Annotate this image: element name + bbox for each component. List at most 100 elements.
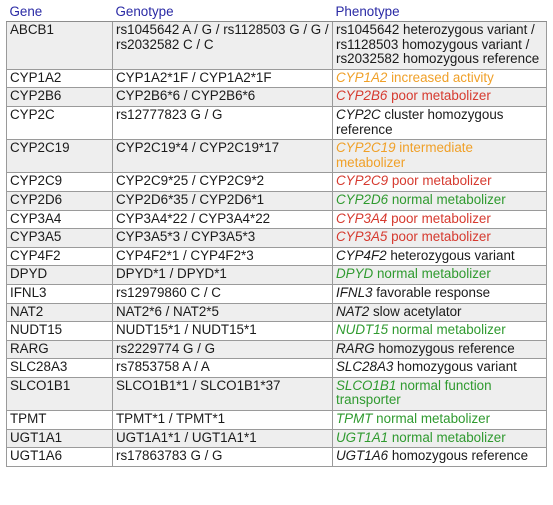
table-row: SLCO1B1 SLCO1B1*1 / SLCO1B1*37 SLCO1B1 nor… (6, 376, 547, 412)
phenotype-text: poor metabolizer (387, 210, 491, 226)
gene-cell: NUDT15 (6, 321, 113, 341)
phenotype-gene-name: SLCO1B1 (336, 377, 397, 393)
gene-cell: CYP4F2 (6, 246, 113, 267)
phenotype-gene-name: TPMT (336, 411, 373, 427)
phenotype-cell: CYP2C cluster homozygous reference (332, 105, 547, 141)
gene-cell: CYP2C9 (6, 172, 113, 192)
phenotype-cell: CYP3A5 poor metabolizer (332, 228, 547, 248)
phenotype-gene-name: CYP2C (336, 106, 381, 122)
phenotype-cell: SLCO1B1 normal function transporter (332, 376, 547, 412)
header-phenotype: Phenotype (332, 4, 547, 22)
header-genotype: Genotype (112, 4, 333, 22)
genotype-cell: CYP3A5*3 / CYP3A5*3 (112, 228, 333, 248)
gene-cell: UGT1A1 (6, 428, 113, 449)
phenotype-text: poor metabolizer (388, 173, 492, 189)
phenotype-gene-name: CYP2B6 (336, 88, 388, 104)
table-body: ABCB1 rs1045642 A / G / rs1128503 G / G /… (6, 21, 547, 467)
table-row: CYP1A2 CYP1A2*1F / CYP1A2*1F CYP1A2 increa… (6, 68, 547, 89)
genotype-cell: rs12777823 G / G (112, 105, 333, 141)
phenotype-gene-name: CYP4F2 (336, 247, 387, 263)
table-row: CYP4F2 CYP4F2*1 / CYP4F2*3 CYP4F2 heterozy… (6, 246, 547, 267)
gene-cell: TPMT (6, 410, 113, 430)
genotype-cell: rs1045642 A / G / rs1128503 G / G / rs20… (112, 21, 333, 70)
gene-cell: DPYD (6, 265, 113, 285)
phenotype-text: poor metabolizer (387, 88, 491, 104)
pharmacogenomics-table: Gene Genotype Phenotype ABCB1 rs1045642 A… (6, 4, 547, 467)
phenotype-text: normal metabolizer (372, 411, 491, 427)
gene-cell: RARG (6, 339, 113, 360)
genotype-cell: rs7853758 A / A (112, 358, 333, 378)
phenotype-text: intermediate metabolizer (336, 140, 477, 170)
phenotype-cell: TPMT normal metabolizer (332, 410, 547, 430)
genotype-cell: NAT2*6 / NAT2*5 (112, 302, 333, 323)
phenotype-cell: CYP2C19 intermediate metabolizer (332, 139, 547, 174)
phenotype-text: normal metabolizer (388, 322, 506, 338)
phenotype-text: normal metabolizer (388, 191, 506, 207)
table-row: CYP2B6 CYP2B6*6 / CYP2B6*6 CYP2B6 poor met… (6, 87, 547, 107)
phenotype-cell: CYP1A2 increased activity (332, 68, 547, 89)
genotype-cell: rs17863783 G / G (112, 447, 333, 467)
genotype-cell: CYP2B6*6 / CYP2B6*6 (112, 87, 333, 107)
table-row: CYP2D6 CYP2D6*35 / CYP2D6*1 CYP2D6 normal … (6, 190, 547, 211)
phenotype-text: poor metabolizer (387, 229, 491, 245)
phenotype-cell: UGT1A6 homozygous reference (332, 447, 547, 467)
genotype-cell: CYP4F2*1 / CYP4F2*3 (112, 246, 333, 267)
phenotype-cell: CYP2C9 poor metabolizer (332, 172, 547, 192)
phenotype-gene-name: CYP2C9 (336, 173, 389, 189)
genotype-cell: CYP2D6*35 / CYP2D6*1 (112, 190, 333, 211)
genotype-cell: TPMT*1 / TPMT*1 (112, 410, 333, 430)
phenotype-cell: RARG homozygous reference (332, 339, 547, 360)
phenotype-cell: DPYD normal metabolizer (332, 265, 547, 285)
phenotype-gene-name: NUDT15 (336, 322, 389, 338)
header-row: Gene Genotype Phenotype (6, 4, 547, 22)
phenotype-cell: IFNL3 favorable response (332, 283, 547, 304)
phenotype-cell: NAT2 slow acetylator (332, 302, 547, 323)
phenotype-gene-name: CYP2D6 (336, 191, 389, 207)
phenotype-cell: UGT1A1 normal metabolizer (332, 428, 547, 449)
phenotype-text: normal metabolizer (388, 429, 506, 445)
table-row: SLC28A3 rs7853758 A / A SLC28A3 homozygous… (6, 358, 547, 378)
phenotype-cell: CYP2B6 poor metabolizer (332, 87, 547, 107)
phenotype-gene-name: IFNL3 (336, 284, 373, 300)
phenotype-gene-name: CYP3A4 (336, 210, 388, 226)
phenotype-gene-name: UGT1A6 (336, 448, 389, 464)
phenotype-gene-name: CYP3A5 (336, 229, 388, 245)
gene-cell: ABCB1 (6, 21, 113, 70)
phenotype-cell: rs1045642 heterozygous variant / rs11285… (332, 21, 547, 70)
phenotype-gene-name: DPYD (336, 266, 374, 282)
table-row: CYP2C9 CYP2C9*25 / CYP2C9*2 CYP2C9 poor me… (6, 172, 547, 192)
genotype-cell: CYP2C9*25 / CYP2C9*2 (112, 172, 333, 192)
genotype-cell: SLCO1B1*1 / SLCO1B1*37 (112, 376, 333, 412)
phenotype-text: homozygous reference (374, 340, 515, 356)
phenotype-cell: NUDT15 normal metabolizer (332, 321, 547, 341)
header-gene: Gene (6, 4, 113, 22)
gene-cell: NAT2 (6, 302, 113, 323)
gene-cell: CYP2C (6, 105, 113, 141)
table-row: UGT1A1 UGT1A1*1 / UGT1A1*1 UGT1A1 normal m… (6, 428, 547, 449)
gene-cell: SLC28A3 (6, 358, 113, 378)
gene-cell: CYP1A2 (6, 68, 113, 89)
table-row: UGT1A6 rs17863783 G / G UGT1A6 homozygous … (6, 447, 547, 467)
phenotype-text: slow acetylator (369, 303, 462, 319)
phenotype-text: cluster homozygous reference (336, 106, 508, 137)
phenotype-gene-name: UGT1A1 (336, 429, 389, 445)
genotype-cell: DPYD*1 / DPYD*1 (112, 265, 333, 285)
phenotype-text: normal metabolizer (373, 266, 491, 282)
phenotype-gene-name: CYP1A2 (336, 69, 388, 85)
genotype-cell: CYP2C19*4 / CYP2C19*17 (112, 139, 333, 174)
phenotype-cell: CYP2D6 normal metabolizer (332, 190, 547, 211)
phenotype-text: favorable response (372, 284, 491, 300)
phenotype-gene-name: CYP2C19 (336, 140, 396, 156)
phenotype-gene-name: SLC28A3 (336, 359, 394, 375)
genotype-cell: CYP3A4*22 / CYP3A4*22 (112, 209, 333, 230)
gene-cell: IFNL3 (6, 283, 113, 304)
genotype-cell: NUDT15*1 / NUDT15*1 (112, 321, 333, 341)
table-row: NAT2 NAT2*6 / NAT2*5 NAT2 slow acetylator (6, 302, 547, 323)
table-row: CYP3A4 CYP3A4*22 / CYP3A4*22 CYP3A4 poor m… (6, 209, 547, 230)
gene-cell: CYP3A4 (6, 209, 113, 230)
table-row: CYP3A5 CYP3A5*3 / CYP3A5*3 CYP3A5 poor met… (6, 228, 547, 248)
table-row: CYP2C19 CYP2C19*4 / CYP2C19*17 CYP2C19 int… (6, 139, 547, 174)
genotype-cell: rs12979860 C / C (112, 283, 333, 304)
phenotype-text: normal function transporter (336, 377, 496, 408)
genotype-cell: UGT1A1*1 / UGT1A1*1 (112, 428, 333, 449)
